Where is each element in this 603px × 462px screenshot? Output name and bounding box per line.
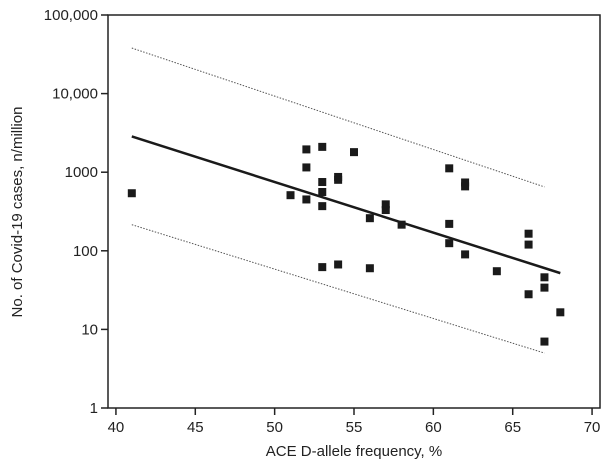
confidence-bounds [131, 47, 545, 354]
data-point [334, 260, 343, 269]
data-point [318, 202, 327, 211]
data-point [365, 214, 374, 223]
x-axis-title: ACE D-allele frequency, % [266, 443, 442, 460]
data-point [318, 187, 327, 196]
x-tick-label: 40 [108, 419, 125, 436]
y-tick-label: 100 [73, 243, 98, 260]
data-point [286, 191, 295, 200]
data-point [524, 240, 533, 249]
data-point [302, 163, 311, 172]
data-point [445, 239, 454, 248]
data-point [334, 175, 343, 184]
data-point [302, 145, 311, 154]
y-tick-label: 1000 [65, 164, 98, 181]
regression-line-layer [131, 135, 561, 275]
regression-line [131, 135, 561, 275]
data-point [461, 182, 470, 191]
plot-frame [107, 14, 601, 409]
x-tick-label: 65 [504, 419, 521, 436]
data-point [540, 337, 549, 346]
y-tick-label: 1 [90, 400, 98, 417]
data-point [397, 220, 406, 229]
x-tick-label: 45 [187, 419, 204, 436]
data-point [540, 283, 549, 292]
data-point [524, 290, 533, 299]
data-point [318, 178, 327, 187]
y-tick-label: 10,000 [52, 86, 98, 103]
axes [107, 14, 601, 409]
lower-bound-line [131, 224, 545, 354]
upper-bound-line [131, 47, 545, 188]
data-point [302, 195, 311, 204]
data-points [127, 142, 565, 346]
x-tick-label: 50 [266, 419, 283, 436]
x-tick-label: 70 [584, 419, 601, 436]
data-point [318, 263, 327, 272]
y-tick-label: 10 [81, 321, 98, 338]
data-point [445, 219, 454, 228]
data-point [540, 273, 549, 282]
data-point [365, 264, 374, 273]
y-tick-label: 100,000 [44, 7, 98, 24]
data-point [445, 164, 454, 173]
tick-marks-and-labels: 40 45 50 55 60 65 70 1 10 100 1000 10,000 100,000 [44, 7, 601, 436]
data-point [492, 267, 501, 276]
data-point [381, 206, 390, 215]
data-point [350, 148, 358, 157]
x-tick-label: 60 [425, 419, 442, 436]
data-point [381, 200, 390, 209]
y-axis-title: No. of Covid-19 cases, n/million [9, 107, 26, 318]
data-point [318, 142, 327, 151]
data-point [524, 229, 533, 238]
x-tick-label: 55 [346, 419, 363, 436]
data-point [127, 189, 136, 198]
data-point [556, 308, 565, 317]
data-point [461, 250, 470, 259]
